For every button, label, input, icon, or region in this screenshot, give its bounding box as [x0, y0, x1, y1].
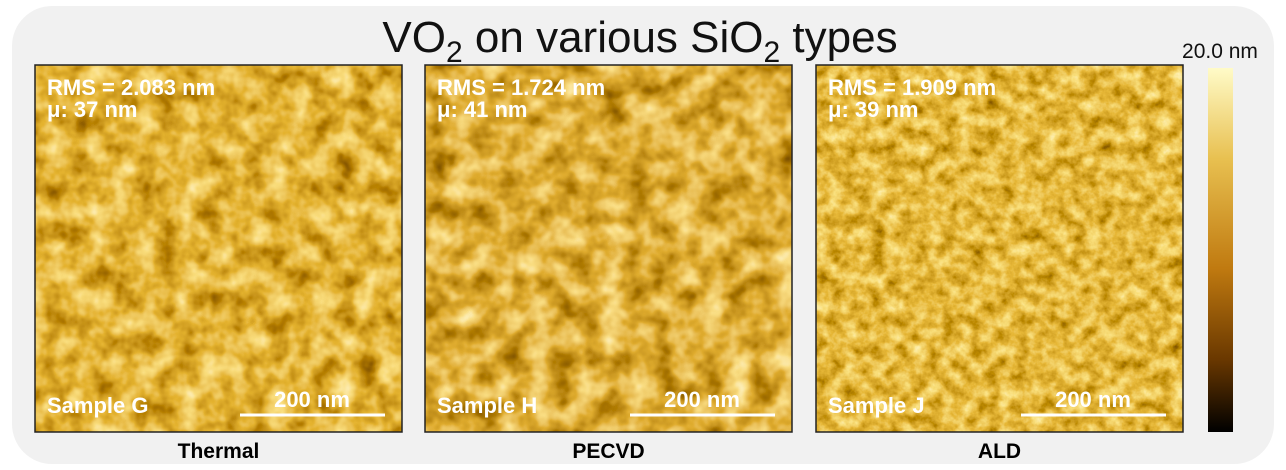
caption: ALD — [978, 440, 1021, 463]
title-subscript: 2 — [764, 36, 781, 69]
caption: Thermal — [178, 440, 260, 463]
figure: VO2 on various SiO2 types 20.0 nm RMS = … — [0, 0, 1286, 470]
mean-label: μ: 39 nm — [828, 97, 918, 122]
title-subscript: 2 — [446, 36, 463, 69]
scale-label: 200 nm — [274, 387, 350, 412]
sample-label: Sample G — [47, 393, 148, 418]
sample-label: Sample H — [437, 393, 537, 418]
caption: PECVD — [572, 440, 644, 463]
scale-label: 200 nm — [664, 387, 740, 412]
mean-label: μ: 37 nm — [47, 97, 137, 122]
page: VO2 on various SiO2 types 20.0 nm RMS = … — [0, 0, 1286, 470]
mean-label: μ: 41 nm — [437, 97, 527, 122]
sample-label: Sample J — [828, 393, 925, 418]
title-part: VO — [382, 13, 446, 62]
scale-label: 200 nm — [1055, 387, 1131, 412]
title-part: types — [780, 13, 897, 62]
title-part: on various SiO — [463, 13, 764, 62]
colorbar — [1208, 68, 1233, 432]
colorbar-label: 20.0 nm — [1182, 40, 1258, 63]
